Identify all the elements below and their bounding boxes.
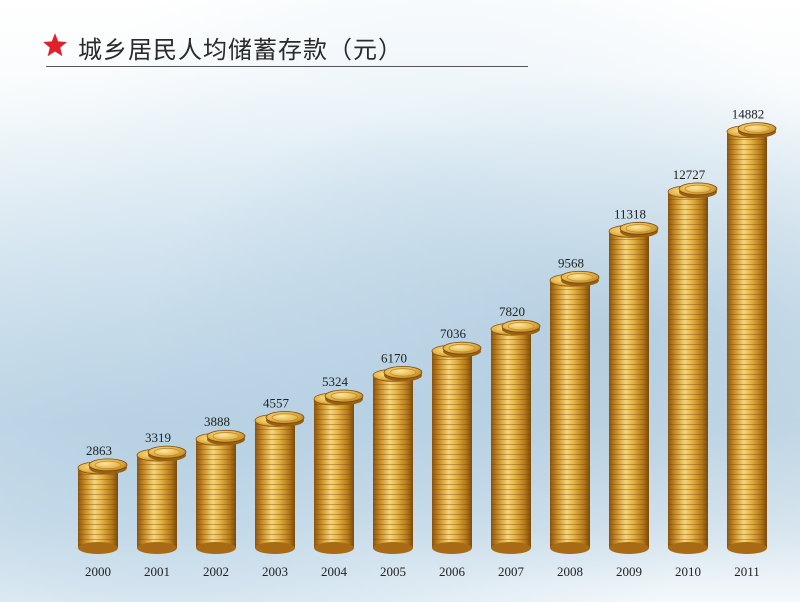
coin-stack-ridges: [727, 131, 767, 549]
bars-layer: [77, 122, 777, 554]
coin-stack-ridges: [491, 329, 531, 548]
year-label: 2005: [380, 564, 406, 579]
top-coin-rim: [684, 184, 712, 194]
value-label: 7820: [499, 304, 525, 319]
coin-stack-2005: [372, 365, 423, 554]
year-label: 2008: [557, 564, 583, 579]
coin-stack-2004: [313, 389, 364, 554]
year-label: 2006: [439, 564, 466, 579]
top-coin-rim: [212, 432, 240, 441]
coin-stack-ridges: [314, 399, 354, 548]
coin-stack-2003: [254, 411, 305, 554]
coin-stack-ridges: [550, 280, 590, 548]
coin-stack-2011: [726, 122, 777, 554]
year-label: 2000: [85, 564, 111, 579]
value-label: 12727: [673, 167, 706, 182]
top-coin-rim: [507, 321, 535, 331]
coin-stack-2009: [608, 221, 659, 554]
year-label: 2004: [321, 564, 348, 579]
top-coin-rim: [566, 273, 594, 282]
top-coin-rim: [153, 447, 181, 457]
coin-stack-ridges: [196, 439, 236, 548]
coin-stack-ridges: [668, 191, 708, 548]
coin-stack-base: [668, 542, 708, 554]
value-label: 14882: [732, 107, 765, 122]
coin-stack-ridges: [137, 455, 177, 548]
top-coin-rim: [743, 124, 771, 133]
chart-title: 城乡居民人均储蓄存款（元）: [78, 36, 403, 64]
year-labels-layer: 2000 2001 2002 2003 2004 2005 2006 2007 2008 2009…: [85, 564, 760, 579]
year-label: 2011: [734, 564, 760, 579]
value-label: 3319: [145, 430, 171, 445]
year-label: 2001: [144, 564, 170, 579]
value-label: 5324: [322, 374, 349, 389]
coin-stack-2001: [136, 445, 187, 554]
coin-stack-base: [255, 542, 295, 554]
coin-stack-base: [432, 542, 472, 554]
value-labels-layer: 2863 3319 3888 4557 5324 6170 7036 7820 9568 1131…: [86, 107, 764, 458]
value-label: 9568: [558, 255, 584, 270]
value-label: 2863: [86, 443, 112, 458]
coin-stack-base: [373, 542, 413, 554]
value-label: 3888: [204, 414, 230, 429]
coin-stack-base: [314, 542, 354, 554]
top-coin-rim: [94, 460, 122, 470]
top-coin-rim: [389, 368, 417, 377]
coin-stack-2002: [195, 429, 246, 554]
top-coin-rim: [271, 413, 299, 422]
coin-stack-2000: [77, 458, 128, 554]
top-coin-rim: [625, 224, 653, 233]
coin-stack-ridges: [255, 420, 295, 548]
chart-header: 城乡居民人均储蓄存款（元）: [42, 28, 528, 68]
star-icon: [43, 33, 67, 57]
value-label: 4557: [263, 395, 290, 410]
value-label: 7036: [440, 326, 467, 341]
coin-stack-base: [609, 542, 649, 554]
coin-stack-base: [727, 542, 767, 554]
value-label: 6170: [381, 350, 407, 365]
coin-stack-base: [491, 542, 531, 554]
coin-stack-2010: [667, 182, 718, 554]
coin-stack-ridges: [373, 375, 413, 548]
top-coin-rim: [448, 343, 476, 353]
coin-stack-base: [137, 542, 177, 554]
coin-stack-base: [550, 542, 590, 554]
top-coin-rim: [330, 391, 358, 401]
title-divider: [46, 66, 528, 67]
year-label: 2009: [616, 564, 642, 579]
year-label: 2003: [262, 564, 288, 579]
year-label: 2007: [498, 564, 525, 579]
value-label: 11318: [614, 206, 646, 221]
year-label: 2002: [203, 564, 229, 579]
coin-stack-2007: [490, 319, 541, 554]
coin-stack-ridges: [609, 231, 649, 548]
coin-stack-2006: [431, 341, 482, 554]
coin-stack-2008: [549, 270, 600, 554]
coin-stack-base: [196, 542, 236, 554]
coin-stack-ridges: [78, 467, 118, 548]
coin-stack-base: [78, 542, 118, 554]
coin-stack-ridges: [432, 351, 472, 548]
year-label: 2010: [675, 564, 701, 579]
